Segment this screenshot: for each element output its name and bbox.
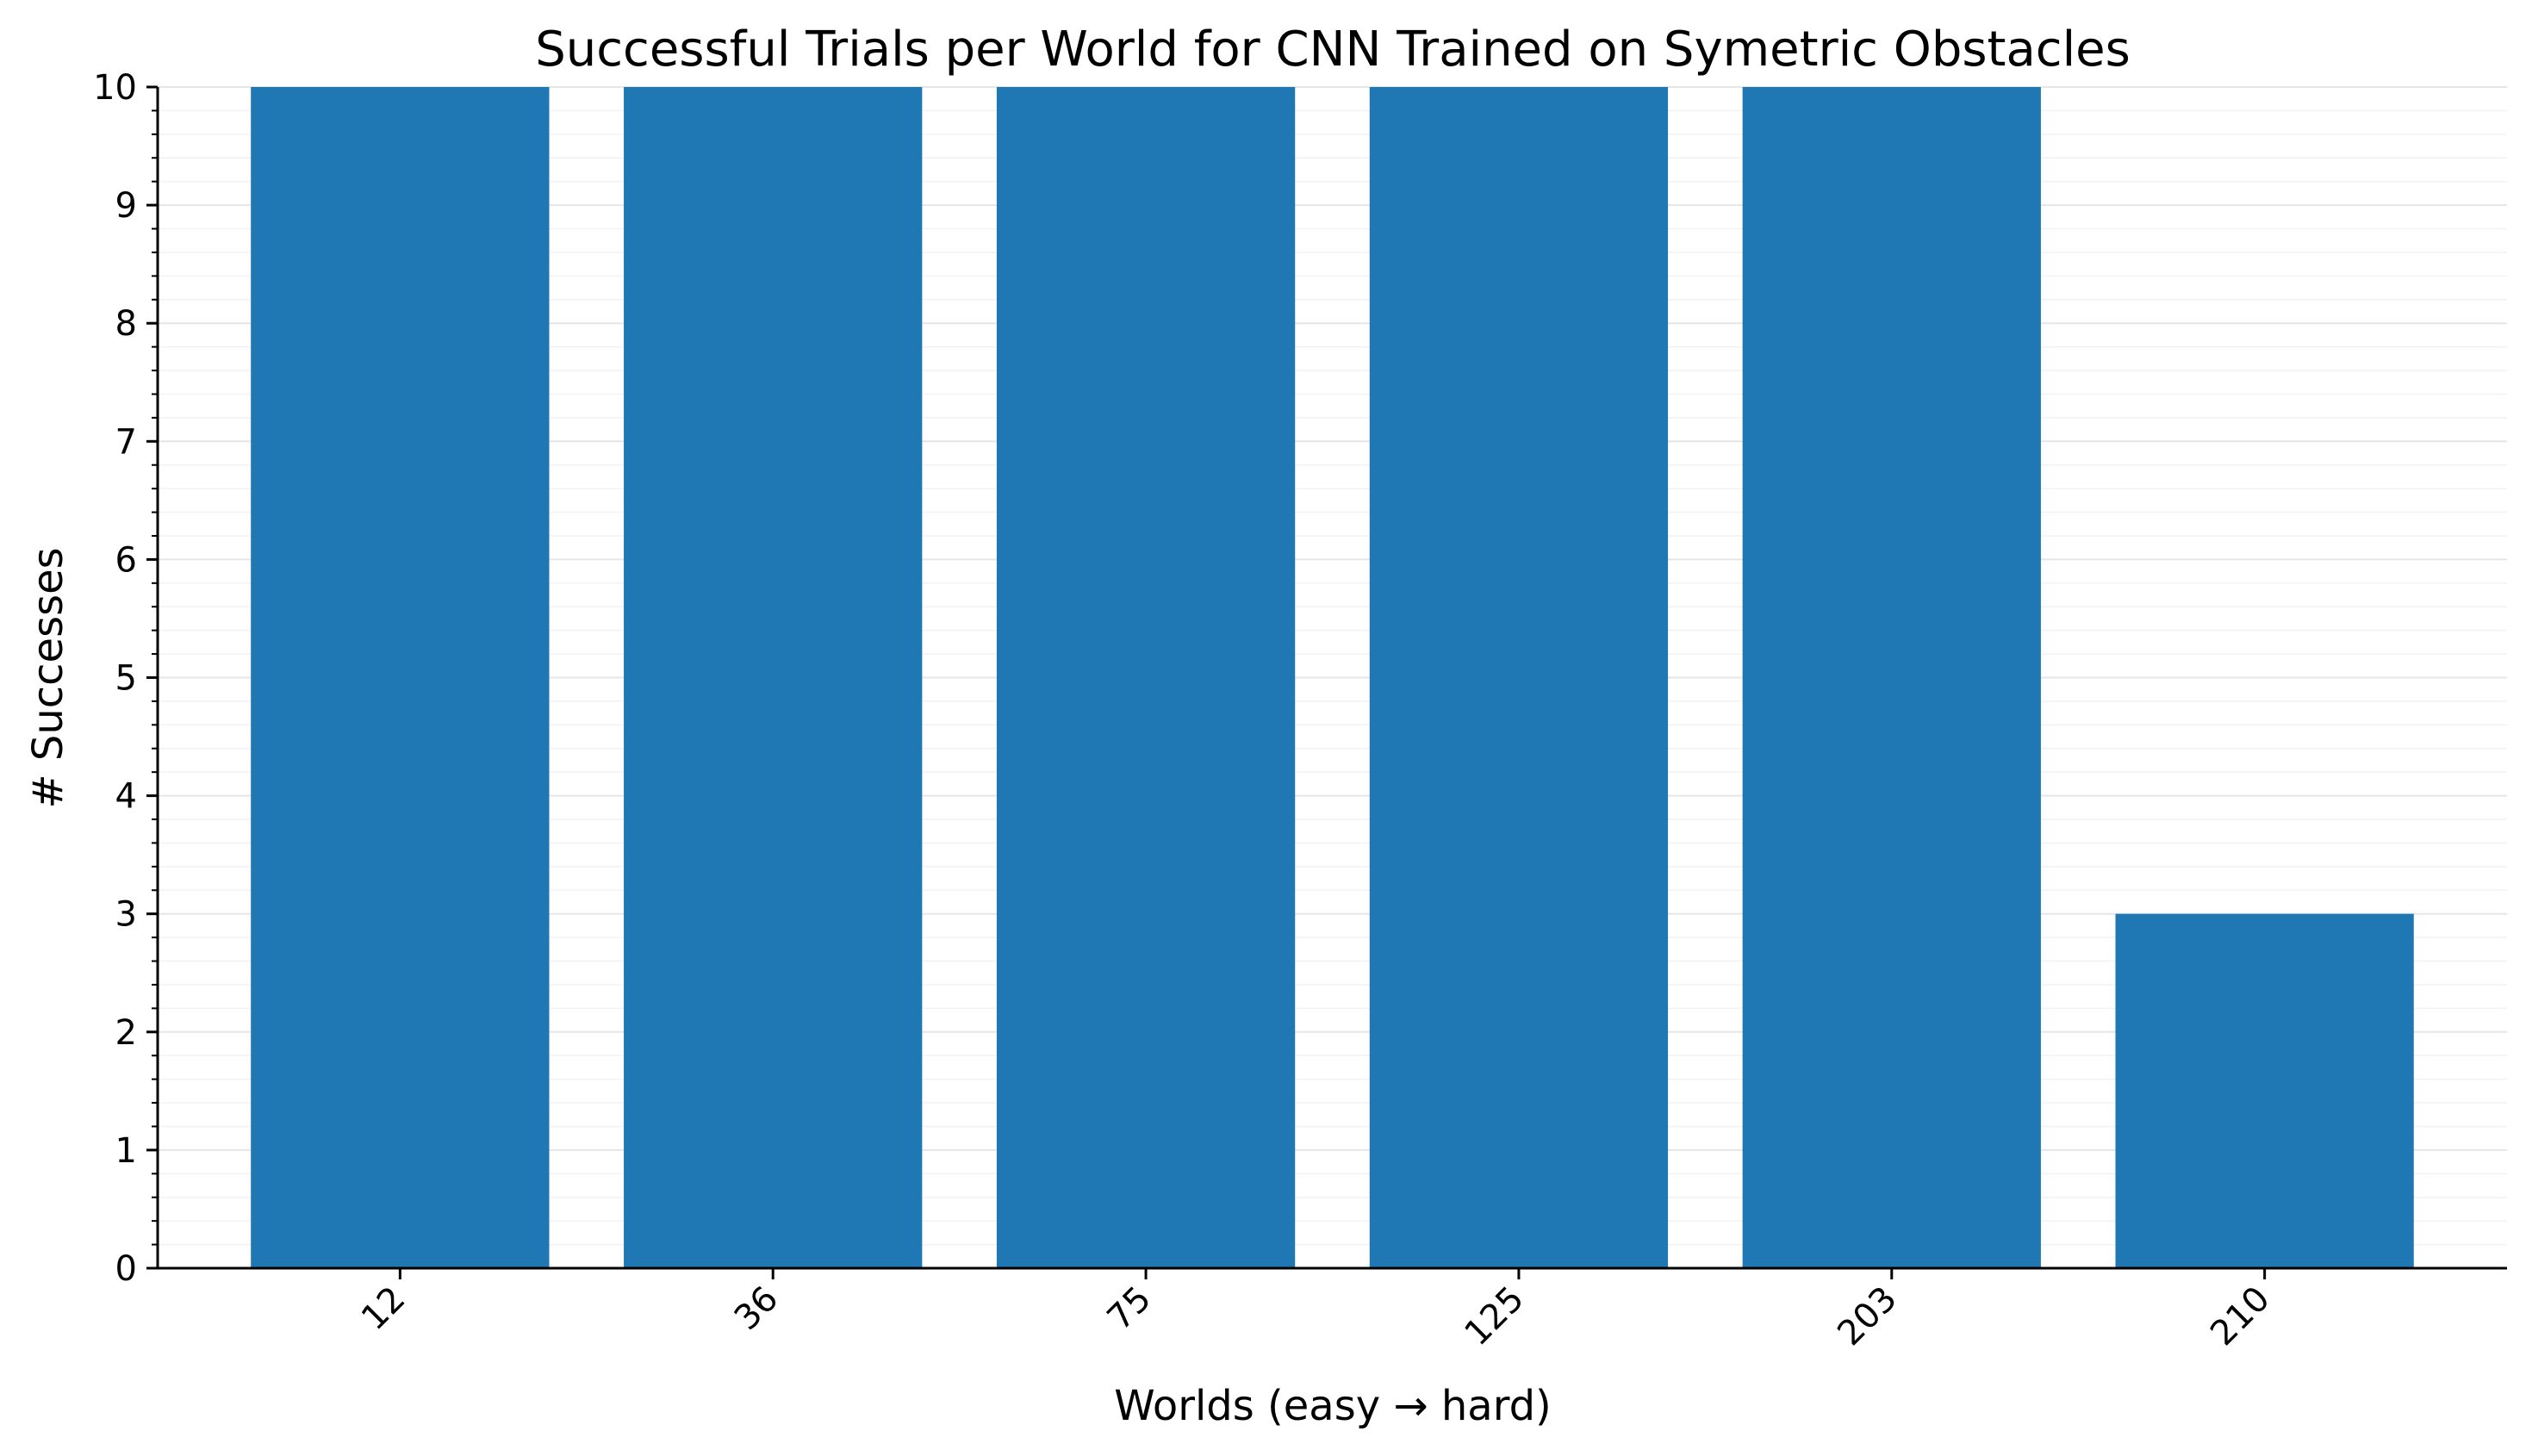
y-tick-label: 7	[115, 422, 137, 462]
bar-36	[624, 87, 923, 1268]
bar-210	[2115, 913, 2414, 1268]
y-axis-label: # Successes	[24, 547, 72, 808]
y-tick-label: 10	[93, 68, 137, 108]
x-axis-label: Worlds (easy → hard)	[1114, 1382, 1552, 1430]
bar-75	[996, 87, 1296, 1268]
y-tick-label: 5	[115, 659, 137, 699]
y-tick-label: 3	[115, 895, 137, 935]
y-tick-label: 9	[115, 186, 137, 226]
y-tick-label: 8	[115, 304, 137, 344]
bar-125	[1369, 87, 1669, 1268]
y-tick-label: 6	[115, 540, 137, 580]
chart-title: Successful Trials per World for CNN Trai…	[535, 22, 2131, 78]
bar-12	[251, 87, 550, 1268]
y-ticks: 0 1 2 3 4 5 6 7 8 9 10	[93, 68, 158, 1289]
bars	[251, 87, 2414, 1268]
y-tick-label: 2	[115, 1013, 137, 1053]
y-tick-label: 0	[115, 1249, 137, 1289]
bar-203	[1742, 87, 2041, 1268]
y-tick-label: 1	[115, 1131, 137, 1171]
y-tick-label: 4	[115, 777, 137, 817]
